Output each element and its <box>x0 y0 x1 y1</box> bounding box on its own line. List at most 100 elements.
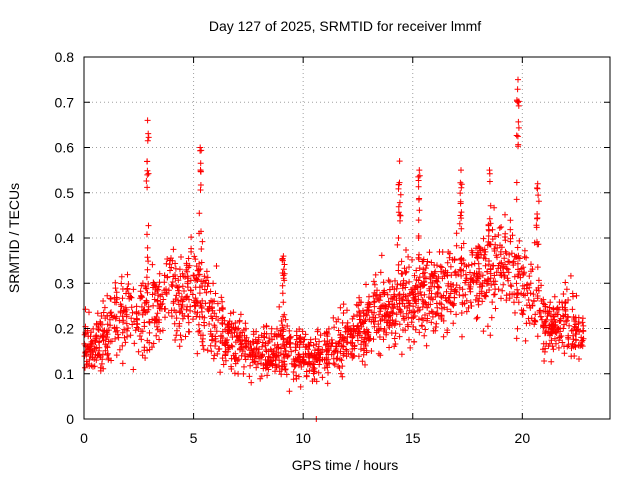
data-point <box>419 323 426 330</box>
data-point <box>423 342 430 349</box>
data-point <box>241 332 248 339</box>
data-point <box>283 339 290 346</box>
data-point <box>411 272 418 279</box>
data-point <box>523 254 530 261</box>
data-point <box>209 337 216 344</box>
data-point <box>551 293 558 300</box>
data-point <box>507 217 514 224</box>
data-point <box>154 298 161 305</box>
data-point <box>458 209 465 216</box>
data-point <box>492 305 499 312</box>
data-point <box>196 327 203 334</box>
data-point <box>523 285 530 292</box>
data-point <box>86 356 93 363</box>
data-point <box>250 331 257 338</box>
data-point <box>434 262 440 269</box>
data-point <box>432 294 439 300</box>
data-point <box>547 299 554 306</box>
data-point <box>378 252 385 259</box>
data-point <box>372 271 379 278</box>
data-point <box>561 343 567 350</box>
data-point <box>377 352 384 359</box>
data-point <box>467 269 473 276</box>
data-point <box>214 350 221 357</box>
data-point <box>133 310 140 317</box>
data-point <box>486 241 493 248</box>
data-point <box>468 261 475 268</box>
x-tick-labels: 0 5 10 15 20 <box>80 430 530 446</box>
data-point <box>460 267 467 274</box>
data-point <box>575 314 582 321</box>
data-point <box>265 339 272 346</box>
data-point <box>172 275 179 282</box>
data-point <box>90 337 96 344</box>
data-point <box>174 327 180 334</box>
data-point <box>498 224 505 230</box>
data-point <box>279 290 286 297</box>
data-point <box>339 373 346 380</box>
data-point <box>467 299 474 306</box>
data-point <box>540 308 547 315</box>
data-point <box>179 298 186 305</box>
x-tick-label: 5 <box>190 430 198 446</box>
data-point <box>419 297 426 303</box>
data-point <box>534 264 541 271</box>
data-point <box>492 286 499 293</box>
data-point <box>303 343 310 350</box>
data-point <box>152 283 159 290</box>
data-point <box>113 313 120 320</box>
data-point <box>209 307 216 314</box>
data-point <box>225 321 232 327</box>
data-point <box>418 292 425 299</box>
data-point <box>528 261 534 268</box>
data-point <box>535 192 542 199</box>
data-point <box>199 338 206 345</box>
data-point <box>185 275 192 282</box>
data-point <box>247 347 253 354</box>
data-point <box>451 288 458 294</box>
data-point <box>311 376 318 383</box>
data-point <box>526 273 533 280</box>
data-point <box>214 300 221 307</box>
data-point <box>343 346 349 353</box>
data-point <box>157 301 164 308</box>
data-point <box>133 303 140 310</box>
data-point <box>368 309 375 316</box>
data-point <box>228 355 235 362</box>
data-point <box>565 297 572 303</box>
data-point <box>248 379 255 386</box>
data-point <box>514 133 521 140</box>
data-point <box>392 318 399 325</box>
data-point <box>280 336 287 343</box>
data-point <box>515 98 522 105</box>
data-point <box>325 369 331 376</box>
data-point <box>542 330 548 337</box>
data-point <box>379 316 385 323</box>
data-point <box>516 255 523 262</box>
data-point <box>315 369 322 376</box>
data-point <box>213 313 220 320</box>
data-point <box>255 349 262 356</box>
data-point <box>426 249 433 256</box>
data-point <box>309 352 315 359</box>
data-point <box>112 285 119 292</box>
data-point <box>262 342 269 349</box>
y-tick-label: 0.5 <box>55 185 75 201</box>
data-point <box>476 295 483 302</box>
data-point <box>143 178 150 184</box>
data-point <box>458 167 464 174</box>
data-point <box>406 278 413 285</box>
data-point <box>200 278 207 285</box>
data-point <box>530 298 537 305</box>
data-point <box>457 256 464 263</box>
data-point <box>252 352 259 359</box>
data-point <box>426 285 433 292</box>
data-point <box>298 339 304 346</box>
data-point <box>402 327 409 334</box>
data-point <box>232 350 239 357</box>
data-point <box>293 344 299 351</box>
data-point <box>580 335 587 342</box>
data-point <box>354 312 361 318</box>
data-point <box>211 322 218 329</box>
data-point <box>101 328 108 335</box>
